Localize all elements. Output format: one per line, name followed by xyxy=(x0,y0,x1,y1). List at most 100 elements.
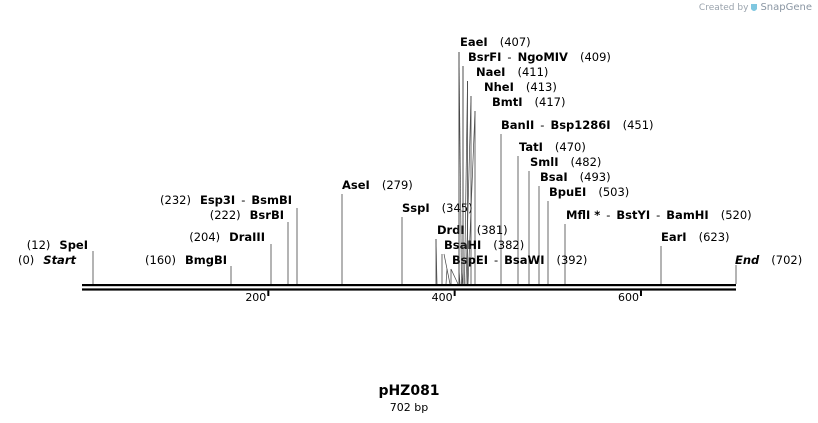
enzyme-name: BmtI xyxy=(492,95,523,109)
enzyme-name: BsaI xyxy=(540,170,568,184)
snapgene-logo-icon xyxy=(751,3,758,11)
site-position: (222) xyxy=(210,208,241,222)
site-label-bmti[interactable]: BmtI (417) xyxy=(492,95,565,109)
site-eari[interactable]: EarI (623) xyxy=(660,230,730,284)
site-bsrbi[interactable]: (222) BsrBI xyxy=(210,208,289,284)
tick-label-600: 600 xyxy=(618,291,639,304)
enzyme-name: BsaHI xyxy=(444,238,481,252)
site-banii-bsp1286i[interactable]: BanII - Bsp1286I (451) xyxy=(500,118,654,284)
cluster-connector xyxy=(461,269,464,285)
site-label-start[interactable]: (0) Start xyxy=(18,253,77,267)
site-bmgbi[interactable]: (160) BmgBI xyxy=(145,253,232,284)
site-label-bsai[interactable]: BsaI (493) xyxy=(540,170,611,184)
site-esp3i-bsmbi[interactable]: (232) Esp3I - BsmBI xyxy=(160,193,298,284)
site-label-asei[interactable]: AseI (279) xyxy=(342,178,413,192)
site-position: (451) xyxy=(623,118,654,132)
site-label-sspi[interactable]: SspI (345) xyxy=(402,201,473,215)
enzyme-name: EarI xyxy=(661,230,687,244)
site-label-draiii[interactable]: (204) DraIII xyxy=(189,230,265,244)
enzyme-name: MflI xyxy=(566,208,590,222)
site-bpuei[interactable]: BpuEI (503) xyxy=(547,185,629,284)
tick-label-400: 400 xyxy=(432,291,453,304)
site-mfli-bstyi[interactable]: MflI * - BstYI - BamHI (520) xyxy=(564,208,752,284)
site-position: (232) xyxy=(160,193,191,207)
site-label-tati[interactable]: TatI (470) xyxy=(519,140,586,154)
site-bspei-bsawi[interactable]: BspEI - BsaWI (392) xyxy=(450,253,587,284)
backbone-top-strand xyxy=(82,284,736,287)
site-asei[interactable]: AseI (279) xyxy=(341,178,413,284)
cluster-connector xyxy=(465,95,472,285)
site-position: (411) xyxy=(517,65,548,79)
site-position: (279) xyxy=(382,178,413,192)
site-label-drdi[interactable]: DrdI (381) xyxy=(437,223,508,237)
site-label-eaei[interactable]: EaeI (407) xyxy=(460,35,531,49)
site-bsahi[interactable]: BsaHI (382) xyxy=(441,238,524,284)
site-label-esp3i-bsmbi[interactable]: (232) Esp3I - BsmBI xyxy=(160,193,292,207)
enzyme-name: Esp3I xyxy=(200,193,235,207)
site-label-naei[interactable]: NaeI (411) xyxy=(476,65,548,79)
enzyme-name: AseI xyxy=(342,178,370,192)
name-separator: - xyxy=(494,253,498,267)
enzyme-name: EaeI xyxy=(460,35,488,49)
site-position: (493) xyxy=(580,170,611,184)
site-end[interactable]: End (702) xyxy=(735,253,802,284)
site-position: (345) xyxy=(442,201,473,215)
site-draiii[interactable]: (204) DraIII xyxy=(189,230,272,284)
site-label-bsahi[interactable]: BsaHI (382) xyxy=(444,238,524,252)
cluster-connector xyxy=(458,269,461,285)
site-position: (702) xyxy=(771,253,802,267)
tick-marks: 200 400 600 xyxy=(245,290,642,304)
enzyme-name-2: BstYI xyxy=(616,208,650,222)
site-position: (381) xyxy=(477,223,508,237)
enzyme-name: BmgBI xyxy=(185,253,227,267)
site-label-bmgbi[interactable]: (160) BmgBI xyxy=(145,253,227,267)
site-spei[interactable]: (12) SpeI xyxy=(27,238,94,284)
cluster-connector xyxy=(450,268,459,285)
site-label-bsrfi-ngomiv[interactable]: BsrFI - NgoMIV (409) xyxy=(468,50,611,64)
site-nhei[interactable]: NheI (413) xyxy=(470,80,557,284)
site-position: (0) xyxy=(18,253,34,267)
site-bsai[interactable]: BsaI (493) xyxy=(538,170,611,284)
site-position: (12) xyxy=(27,238,51,252)
site-label-spei[interactable]: (12) SpeI xyxy=(27,238,88,252)
enzyme-name: SmlI xyxy=(530,155,559,169)
snapgene-credit: Created by SnapGene xyxy=(699,2,812,13)
site-label-end[interactable]: End (702) xyxy=(735,253,802,267)
tick-label-200: 200 xyxy=(245,291,266,304)
methylation-marker: * xyxy=(594,208,600,222)
enzyme-name: NaeI xyxy=(476,65,505,79)
site-position: (623) xyxy=(699,230,730,244)
site-position: (392) xyxy=(556,253,587,267)
site-label-bsrbi[interactable]: (222) BsrBI xyxy=(210,208,284,222)
sequence-name: pHZ081 xyxy=(378,383,440,399)
enzyme-name: DraIII xyxy=(229,230,265,244)
enzyme-name-2: Bsp1286I xyxy=(550,118,610,132)
site-bmti[interactable]: BmtI (417) xyxy=(474,95,565,284)
cluster-connector xyxy=(435,238,438,285)
site-start[interactable]: (0) Start xyxy=(18,253,77,267)
enzyme-name-2: BsmBI xyxy=(251,193,292,207)
site-smli[interactable]: SmlI (482) xyxy=(528,155,601,284)
site-naei[interactable]: NaeI (411) xyxy=(467,65,549,284)
sequence-length: 702 bp xyxy=(389,401,429,414)
site-sspi[interactable]: SspI (345) xyxy=(401,201,473,284)
site-label-mfli-bstyi[interactable]: MflI * - BstYI - BamHI (520) xyxy=(566,208,752,222)
site-position: (409) xyxy=(580,50,611,64)
name-separator: - xyxy=(540,118,544,132)
site-label-bpuei[interactable]: BpuEI (503) xyxy=(549,185,629,199)
name-separator: - xyxy=(606,208,610,222)
enzyme-sites: EaeI (407)BsrFI - NgoMIV (409)NaeI (411)NheI(… xyxy=(18,35,802,285)
enzyme-name: DrdI xyxy=(437,223,465,237)
site-label-banii-bsp1286i[interactable]: BanII - Bsp1286I (451) xyxy=(501,118,654,132)
enzyme-name: BanII xyxy=(501,118,534,132)
enzyme-name-2: NgoMIV xyxy=(518,50,568,64)
enzyme-name: NheI xyxy=(484,80,514,94)
cluster-connector xyxy=(445,268,448,285)
site-label-bspei-bsawi[interactable]: BspEI - BsaWI (392) xyxy=(452,253,587,267)
site-position: (413) xyxy=(526,80,557,94)
site-label-nhei[interactable]: NheI (413) xyxy=(484,80,557,94)
site-position: (520) xyxy=(721,208,752,222)
site-tati[interactable]: TatI (470) xyxy=(517,140,586,284)
site-label-smli[interactable]: SmlI (482) xyxy=(530,155,601,169)
site-label-eari[interactable]: EarI (623) xyxy=(661,230,730,244)
